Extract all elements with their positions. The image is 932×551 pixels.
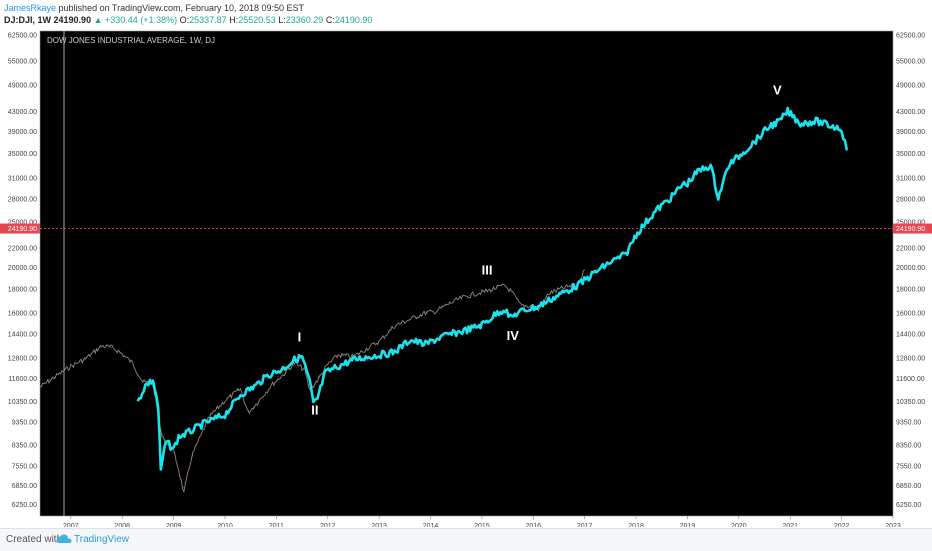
change-value: +330.44 (+1.38%) bbox=[105, 15, 178, 25]
y-tick-right: 10350.00 bbox=[896, 399, 925, 406]
series-projection bbox=[136, 106, 849, 471]
y-tick-right: 16000.00 bbox=[896, 310, 925, 317]
y-tick-left: 22000.00 bbox=[8, 245, 37, 252]
y-tick-left: 7550.00 bbox=[12, 463, 37, 470]
low-value: 23360.29 bbox=[285, 15, 324, 25]
open-label: O: bbox=[179, 15, 190, 25]
tradingview-link[interactable]: TradingView bbox=[74, 534, 130, 545]
y-tick-left: 14400.00 bbox=[8, 332, 37, 339]
price-chart[interactable]: DOW JONES INDUSTRIAL AVERAGE, 1W, DJ 6250… bbox=[0, 30, 932, 527]
x-tick-label: 2020 bbox=[731, 523, 747, 527]
high-label: H: bbox=[229, 15, 239, 25]
x-tick-label: 2017 bbox=[577, 523, 593, 527]
ohlc-line: DJ:DJI, 1W 24190.90 ▲ +330.44 (+1.38%) O… bbox=[4, 15, 372, 25]
y-tick-right: 62500.00 bbox=[896, 33, 925, 40]
y-tick-right: 14400.00 bbox=[896, 332, 925, 339]
x-tick-label: 2014 bbox=[423, 523, 439, 527]
y-tick-right: 25000.00 bbox=[896, 219, 925, 226]
tradingview-cloud-icon bbox=[56, 534, 72, 543]
price-label-left: 24190.90 bbox=[8, 226, 37, 233]
x-tick-label: 2012 bbox=[320, 523, 336, 527]
wave-label-i: I bbox=[298, 329, 302, 344]
y-tick-right: 39000.00 bbox=[896, 129, 925, 136]
y-tick-right: 49000.00 bbox=[896, 82, 925, 89]
y-tick-left: 16000.00 bbox=[8, 310, 37, 317]
y-tick-right: 20000.00 bbox=[896, 265, 925, 272]
up-arrow-icon: ▲ bbox=[93, 15, 103, 25]
last-price: 24190.90 bbox=[53, 15, 92, 25]
y-tick-right: 9350.00 bbox=[896, 420, 921, 427]
high-value: 25520.53 bbox=[238, 15, 276, 25]
y-tick-right: 31000.00 bbox=[896, 176, 925, 183]
plot-border bbox=[39, 30, 894, 517]
y-tick-right: 28000.00 bbox=[896, 196, 925, 203]
y-tick-right: 6250.00 bbox=[896, 502, 921, 509]
created-with-text: Created with bbox=[6, 534, 63, 545]
y-tick-right: 11600.00 bbox=[896, 376, 925, 383]
y-tick-right: 18000.00 bbox=[896, 286, 925, 293]
y-tick-right: 12800.00 bbox=[896, 356, 925, 363]
x-tick-label: 2015 bbox=[474, 523, 490, 527]
price-label-left-bg bbox=[0, 223, 40, 234]
x-tick-label: 2022 bbox=[834, 523, 850, 527]
x-tick-label: 2010 bbox=[217, 523, 233, 527]
y-tick-right: 43000.00 bbox=[896, 109, 925, 116]
y-tick-left: 49000.00 bbox=[8, 82, 37, 89]
low-label: L: bbox=[278, 15, 286, 25]
y-tick-right: 55000.00 bbox=[896, 59, 925, 66]
author-link[interactable]: JamesRkaye bbox=[4, 3, 57, 13]
wave-label-iv: IV bbox=[507, 328, 520, 343]
x-tick-label: 2007 bbox=[63, 523, 79, 527]
symbol-label: DJ:DJI, 1W bbox=[4, 15, 52, 25]
y-tick-left: 55000.00 bbox=[8, 59, 37, 66]
series-actual-price bbox=[39, 269, 586, 493]
x-tick-label: 2021 bbox=[782, 523, 798, 527]
y-tick-right: 8350.00 bbox=[896, 443, 921, 450]
x-tick-label: 2013 bbox=[371, 523, 387, 527]
y-tick-left: 28000.00 bbox=[8, 196, 37, 203]
x-tick-label: 2016 bbox=[526, 523, 542, 527]
y-tick-left: 39000.00 bbox=[8, 129, 37, 136]
y-tick-left: 10350.00 bbox=[8, 399, 37, 406]
plot-area bbox=[40, 31, 893, 516]
y-tick-left: 18000.00 bbox=[8, 286, 37, 293]
open-value: 25337.87 bbox=[189, 15, 227, 25]
y-tick-right: 7550.00 bbox=[896, 463, 921, 470]
price-label-right-bg bbox=[893, 223, 932, 234]
wave-label-v: V bbox=[773, 83, 782, 98]
y-tick-left: 62500.00 bbox=[8, 33, 37, 40]
x-tick-label: 2019 bbox=[680, 523, 696, 527]
x-tick-label: 2011 bbox=[269, 523, 284, 527]
price-label-right: 24190.90 bbox=[896, 226, 925, 233]
published-text: published on TradingView.com, February 1… bbox=[58, 3, 305, 13]
x-tick-label: 2018 bbox=[628, 523, 644, 527]
x-tick-label: 2008 bbox=[114, 523, 130, 527]
y-tick-left: 43000.00 bbox=[8, 109, 37, 116]
y-tick-left: 6850.00 bbox=[12, 483, 37, 490]
y-tick-left: 25000.00 bbox=[8, 219, 37, 226]
y-tick-left: 11600.00 bbox=[8, 376, 37, 383]
wave-label-ii: II bbox=[311, 403, 318, 418]
y-tick-left: 9350.00 bbox=[12, 420, 37, 427]
y-tick-right: 35000.00 bbox=[896, 151, 925, 158]
close-value: 24190.90 bbox=[334, 15, 373, 25]
series-actual-down-ticks bbox=[39, 270, 584, 491]
chart-header: JamesRkaye published on TradingView.com,… bbox=[0, 0, 932, 30]
y-tick-left: 31000.00 bbox=[8, 176, 37, 183]
chart-title: DOW JONES INDUSTRIAL AVERAGE, 1W, DJ bbox=[47, 36, 215, 45]
y-tick-right: 6850.00 bbox=[896, 483, 921, 490]
wave-label-iii: III bbox=[482, 263, 493, 278]
y-tick-left: 6250.00 bbox=[12, 502, 37, 509]
y-tick-left: 35000.00 bbox=[8, 151, 37, 158]
y-tick-left: 8350.00 bbox=[12, 443, 37, 450]
close-label: C: bbox=[325, 15, 335, 25]
x-tick-label: 2009 bbox=[166, 523, 182, 527]
publish-line: JamesRkaye published on TradingView.com,… bbox=[4, 3, 304, 13]
y-tick-left: 12800.00 bbox=[8, 356, 37, 363]
x-tick-label: 2023 bbox=[885, 523, 901, 527]
footer-bar: Created with TradingView bbox=[0, 528, 932, 551]
y-tick-right: 22000.00 bbox=[896, 245, 925, 252]
y-tick-left: 20000.00 bbox=[8, 265, 37, 272]
